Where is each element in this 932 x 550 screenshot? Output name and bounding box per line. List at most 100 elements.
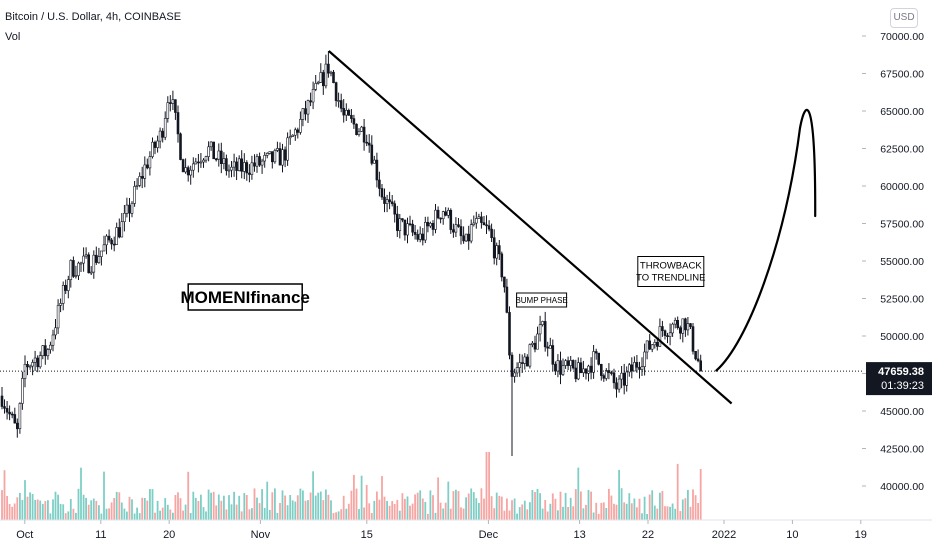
annotation-text: TO TRENDLINE [636,273,705,284]
candle-body [61,284,65,304]
volume-bar [641,513,643,520]
candle-body [329,71,333,74]
volume-bar [189,513,192,520]
volume-bar [600,502,603,520]
volume-bar [659,492,661,520]
candle-body [551,345,555,365]
candle-body [518,362,522,368]
volume-bar [462,508,465,520]
candle-body [627,364,631,373]
candle-body [602,375,606,379]
volume-bar [429,490,432,520]
candle-body [245,162,249,174]
candle-body [79,262,83,265]
volume-bar [531,490,534,520]
volume-bar [529,502,531,520]
volume-bar [625,503,628,520]
candle-body [497,245,501,255]
candle-body [0,395,4,407]
volume-bar [251,508,253,520]
volume-bar [322,500,325,520]
price-axis[interactable]: 70000.00 67500.00 65000.00 62500.00 60000.00… [862,31,924,493]
volume-bar [388,505,391,520]
volume-bar [653,505,656,520]
volume-bar [554,498,557,520]
candle-body [321,72,325,87]
volume-bar [636,507,638,520]
candle-body [472,222,476,226]
volume-bar [564,492,567,520]
candle-body [115,227,118,245]
volume-bar [534,492,536,520]
volume-bar [149,489,151,520]
volume-bar [697,503,699,520]
candle-body [566,360,570,366]
volume-bar [174,495,177,520]
volume-bar [312,471,314,520]
candle-body [406,223,409,236]
currency-button[interactable]: USD [890,8,918,28]
candle-body [258,156,261,166]
volume-bar [452,491,455,520]
candle-body [643,351,646,367]
volume-bar [240,511,243,520]
volume-bar [103,471,105,520]
candle-body [227,169,231,172]
volume-bar [90,500,93,520]
candle-body [166,102,170,119]
candle-body [123,213,126,223]
volume-bar [317,492,320,520]
volume-bar [299,488,302,520]
volume-bar [325,489,327,520]
candle-body [265,153,269,156]
volume-bar [676,463,679,520]
candle-body [212,141,215,160]
volume-bar [495,492,498,520]
candle-body [232,161,236,168]
candle-body [316,82,320,84]
last-price-countdown: 01:39:23 [881,380,924,392]
candle-body [587,365,590,374]
time-axis[interactable]: Oct 11 20 Nov 15 Dec 13 22 2022 10 19 [0,519,932,541]
volume-bar [623,502,626,520]
candle-body [505,286,509,313]
volume-bar [353,474,355,520]
volume-bar [291,500,294,520]
candle-body [140,176,144,179]
x-tick-label: Dec [479,529,499,541]
volume-bar [432,495,434,520]
volume-bar [674,508,677,520]
candle-body [635,362,639,368]
volume-bar [518,507,521,520]
candle-body [418,233,422,240]
candle-body [46,349,50,357]
volume-bar [475,498,478,520]
candle-body [207,146,210,157]
volume-bar [513,498,516,520]
trendline[interactable] [328,50,733,405]
volume-bar [562,506,564,520]
candle-body [536,333,539,350]
candle-body [446,210,450,216]
volume-bar [220,500,223,520]
candle-body [260,160,264,166]
volume-bar [551,493,554,520]
volume-bar [656,508,659,520]
volume-bar [350,490,353,520]
candle-body [633,362,636,372]
volume-bar [268,509,271,520]
volume-bar [669,506,671,520]
candle-body [222,158,226,165]
candle-body [370,144,374,164]
projection-arrow[interactable] [715,109,817,372]
annotation-1[interactable]: BUMP PHASE [515,292,568,308]
volume-bar [559,491,562,520]
annotation-0[interactable]: MOMENIfinance [180,283,310,311]
volume-bar [330,500,332,520]
candle-body [413,232,417,235]
volume-bar [29,492,31,520]
volume-bar [279,503,281,520]
volume-bar [386,501,388,520]
